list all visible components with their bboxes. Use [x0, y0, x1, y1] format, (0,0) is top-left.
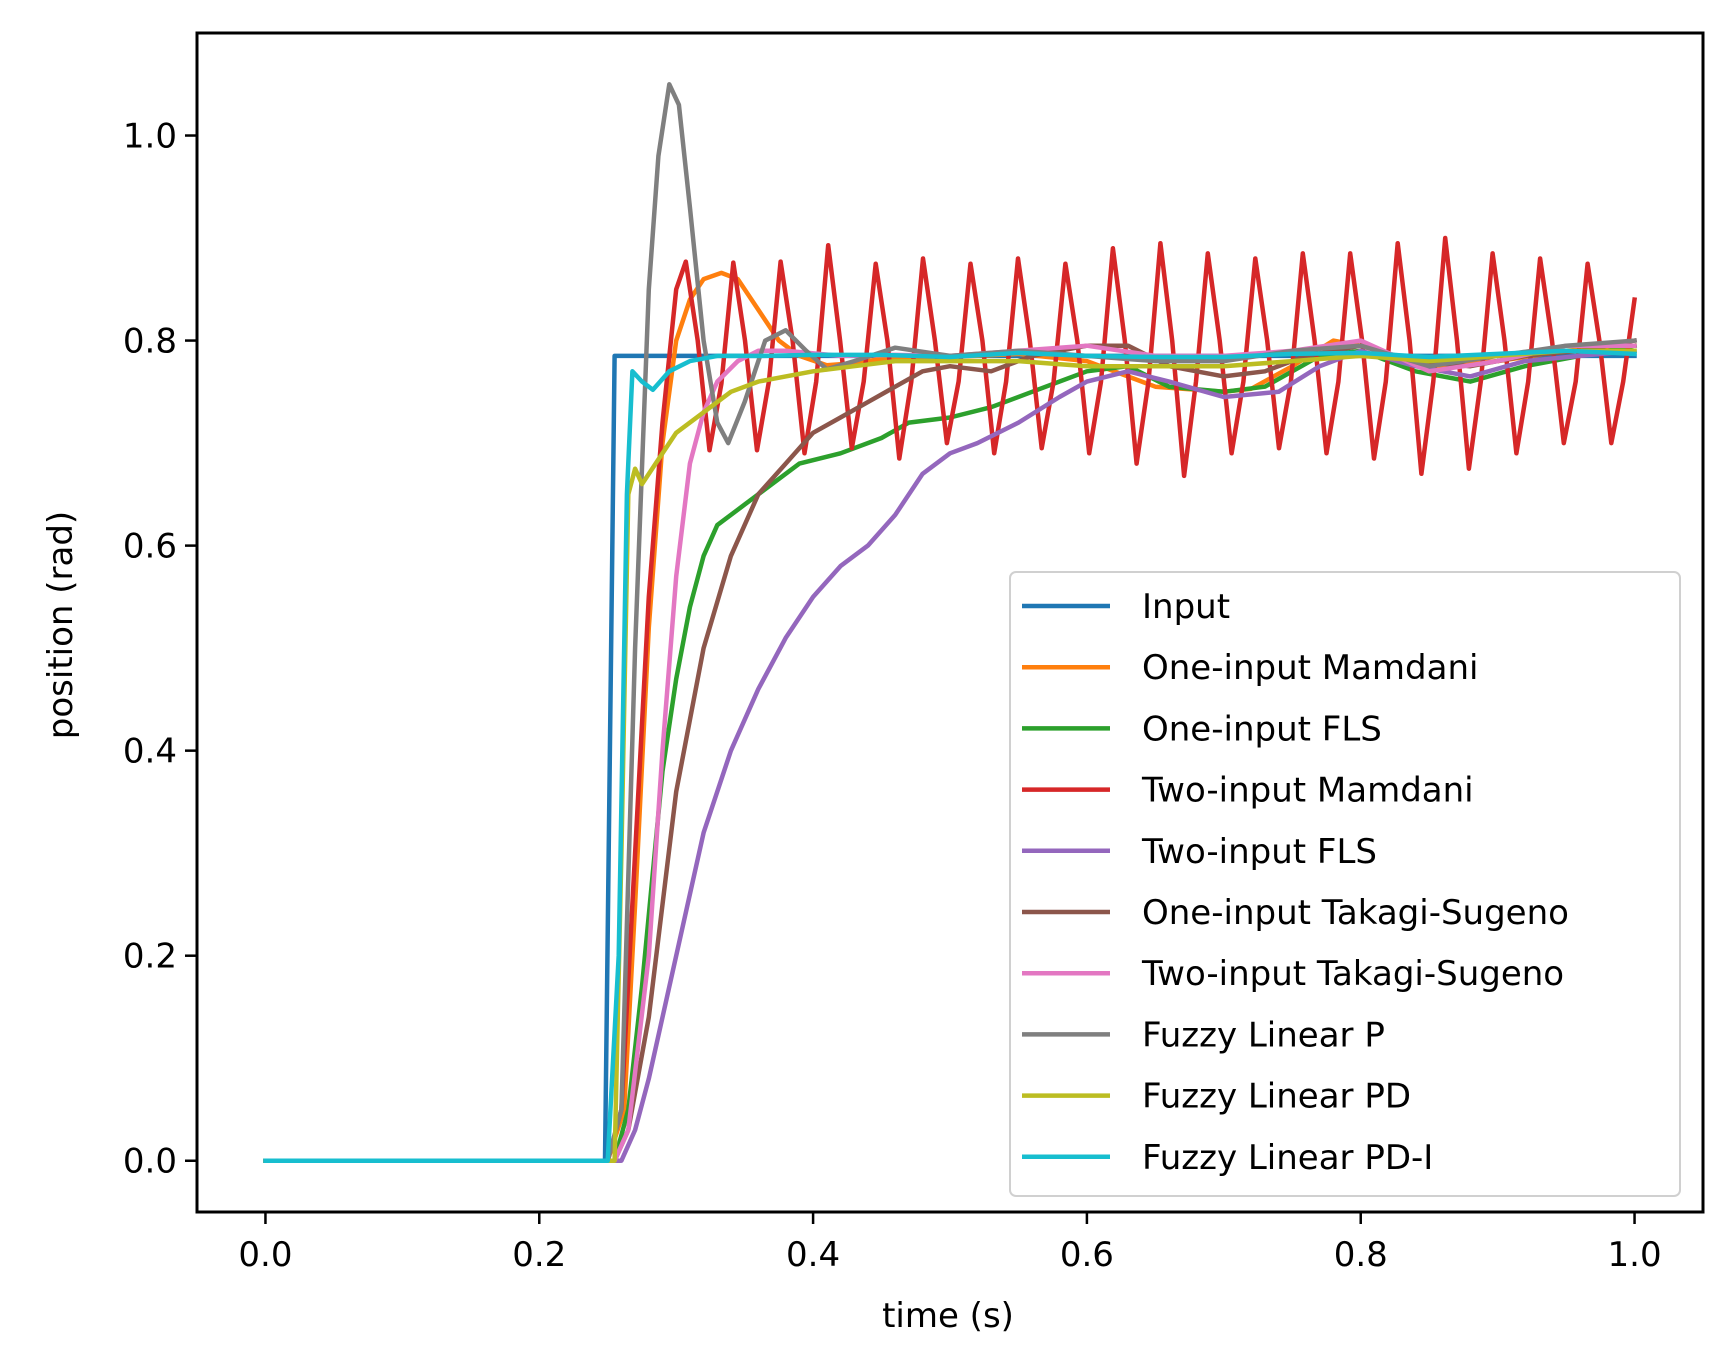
series-line-8	[263, 348, 1637, 1163]
legend-entry-label: One-input FLS	[1142, 709, 1382, 749]
legend-entry-label: One-input Mamdani	[1142, 648, 1478, 688]
x-axis-ticks: 0.0 0.2 0.4 0.6 0.8 1.0	[238, 1212, 1662, 1275]
y-axis-ticks: 0.0 0.2 0.4 0.6 0.8 1.0	[123, 117, 197, 1182]
plot-lines	[263, 82, 1638, 1163]
x-axis-label: time (s)	[882, 1296, 1014, 1336]
x-tick-label: 1.0	[1608, 1235, 1662, 1275]
legend-entry-label: Fuzzy Linear P	[1142, 1015, 1385, 1055]
legend-entry-label: Input	[1142, 587, 1230, 627]
y-tick-label: 0.8	[123, 322, 177, 362]
y-tick-label: 0.0	[123, 1142, 177, 1182]
legend-entry-label: Two-input Takagi-Sugeno	[1141, 954, 1564, 994]
y-tick-label: 0.6	[123, 527, 177, 567]
legend-entry-label: Two-input FLS	[1141, 832, 1377, 872]
x-tick-label: 0.6	[1060, 1235, 1114, 1275]
x-tick-label: 0.8	[1334, 1235, 1388, 1275]
plot-frame	[195, 31, 1705, 1214]
y-tick-label: 1.0	[123, 117, 177, 157]
legend-entry-label: Two-input Mamdani	[1141, 771, 1474, 811]
x-tick-label: 0.0	[238, 1235, 292, 1275]
legend-entry-label: One-input Takagi-Sugeno	[1142, 893, 1569, 933]
series-line-9	[263, 348, 1637, 1163]
y-axis-label: position (rad)	[41, 511, 81, 739]
y-tick-label: 0.2	[123, 937, 177, 977]
series-line-3	[263, 235, 1638, 1163]
x-tick-label: 0.4	[786, 1235, 840, 1275]
x-tick-label: 0.2	[512, 1235, 566, 1275]
legend-entry-label: Fuzzy Linear PD-I	[1142, 1138, 1433, 1178]
series-line-7	[263, 82, 1637, 1163]
legend-entry-label: Fuzzy Linear PD	[1142, 1077, 1411, 1117]
legend-box	[1009, 571, 1681, 1197]
y-tick-label: 0.4	[123, 732, 177, 772]
legend: Input One-input Mamdani One-input FLS Two-i…	[1009, 571, 1681, 1197]
